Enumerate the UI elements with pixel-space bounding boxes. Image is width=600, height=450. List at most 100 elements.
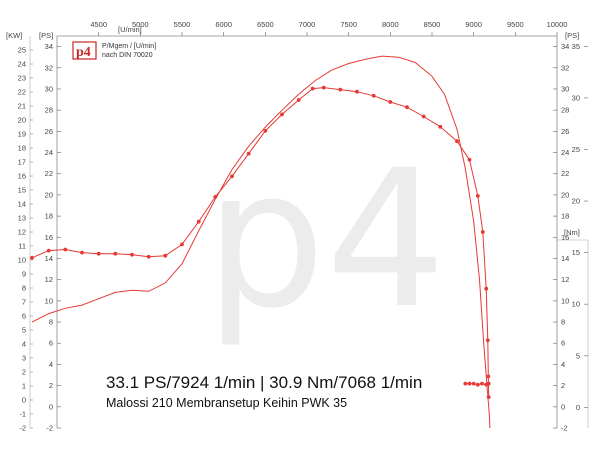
torque-data-point xyxy=(421,114,426,119)
x-tick-label: 9000 xyxy=(465,20,482,29)
torque-data-point xyxy=(486,395,491,399)
nm-tick-label: 0 xyxy=(576,403,580,412)
kw-tick-label: -1 xyxy=(19,410,26,419)
ps-left-tick-label: 30 xyxy=(45,84,53,93)
ps-left-tick-label: 2 xyxy=(49,381,53,390)
ps-right-tick-label: 16 xyxy=(561,233,569,242)
torque-data-point xyxy=(280,112,284,117)
x-tick-label: 7000 xyxy=(299,20,316,29)
logo-frame xyxy=(72,41,97,60)
nm-tick-label: 5 xyxy=(576,351,580,360)
header-note-line1: P/Mgem / [U/min] xyxy=(102,43,156,50)
torque-data-point xyxy=(196,219,201,224)
ps-right-tick-label: 18 xyxy=(561,212,569,221)
torque-data-point xyxy=(213,195,218,199)
ps-left-tick-label: 6 xyxy=(49,339,53,348)
ps-right-tick-label: 24 xyxy=(561,148,569,157)
kw-tick-label: 2 xyxy=(22,368,26,377)
ps-left-tick-label: 26 xyxy=(45,127,53,136)
ps-right-tick-label: 28 xyxy=(561,106,569,115)
torque-data-point xyxy=(246,151,251,156)
torque-data-point xyxy=(230,174,234,179)
ps-right-tick-label: 20 xyxy=(561,190,569,199)
kw-axis-ticks: -2-1012345678910111213141516171819202122… xyxy=(18,46,33,433)
header-note-line2: nach DIN 70020 xyxy=(102,52,153,59)
kw-tick-label: 12 xyxy=(18,228,26,237)
p4-logo: p4 xyxy=(72,41,97,60)
nm-tick-label: 25 xyxy=(572,145,580,154)
x-tick-label: 9500 xyxy=(507,20,524,29)
ps-left-tick-label: 10 xyxy=(45,296,53,305)
torque-data-point xyxy=(475,382,480,387)
ps-right-tick-label: 4 xyxy=(561,360,565,369)
kw-tick-label: 0 xyxy=(22,396,26,405)
ps-right-tick-label: -2 xyxy=(561,424,568,433)
ps-right-tick-label: 32 xyxy=(561,63,569,72)
torque-data-point xyxy=(355,89,359,94)
kw-tick-label: 19 xyxy=(18,130,26,139)
torque-data-point xyxy=(467,381,472,386)
ps-right-tick-label: 8 xyxy=(561,318,565,327)
ps-left-tick-label: 14 xyxy=(45,254,53,263)
ps-right-tick-label: 12 xyxy=(561,275,569,284)
nm-tick-label: 35 xyxy=(572,42,580,51)
kw-tick-label: 20 xyxy=(18,116,26,125)
x-axis-ticks: 4500 5000 5500 6000 6500 7000 7500 8000 8500 9000… xyxy=(90,20,567,36)
x-tick-label: 6500 xyxy=(257,20,274,29)
torque-data-point xyxy=(475,194,480,198)
torque-data-point xyxy=(163,253,168,258)
torque-data-point xyxy=(485,338,490,343)
kw-tick-label: 4 xyxy=(22,340,26,349)
torque-data-point xyxy=(63,247,68,252)
torque-data-point xyxy=(388,100,393,104)
kw-tick-label: -2 xyxy=(19,424,26,433)
x-axis-label: [U/min] xyxy=(118,25,142,34)
ps-left-tick-label: 24 xyxy=(45,148,53,157)
ps-left-tick-label: 4 xyxy=(49,360,53,369)
x-tick-label: 8000 xyxy=(382,20,399,29)
ps-right-tick-label: 2 xyxy=(561,381,565,390)
torque-data-point xyxy=(471,381,476,386)
ps-right-axis-label: [PS] xyxy=(565,31,579,40)
kw-tick-label: 11 xyxy=(18,242,26,251)
logo-text: p4 xyxy=(76,45,91,60)
kw-tick-label: 15 xyxy=(18,186,26,195)
torque-data-point xyxy=(486,381,491,386)
torque-data-point xyxy=(463,381,468,386)
ps-left-tick-label: 18 xyxy=(45,212,53,221)
torque-data-point xyxy=(30,255,34,260)
annotation-peak-values: 33.1 PS/7924 1/min | 30.9 Nm/7068 1/min xyxy=(106,373,422,392)
torque-data-point xyxy=(338,87,343,92)
torque-data-point xyxy=(146,254,151,259)
ps-right-tick-label: 10 xyxy=(561,296,569,305)
torque-data-point xyxy=(438,124,443,129)
ps-left-tick-label: -2 xyxy=(46,424,53,433)
ps-left-tick-label: 16 xyxy=(45,233,53,242)
ps-left-tick-label: 0 xyxy=(49,402,53,411)
kw-tick-label: 17 xyxy=(18,158,26,167)
kw-tick-label: 24 xyxy=(18,60,26,69)
torque-data-point xyxy=(96,251,101,256)
torque-data-point xyxy=(263,129,268,133)
torque-data-point xyxy=(480,230,485,234)
torque-data-point xyxy=(130,252,134,257)
ps-left-tick-label: 34 xyxy=(45,42,53,51)
ps-left-tick-label: 12 xyxy=(45,275,53,284)
ps-left-tick-label: 8 xyxy=(49,318,53,327)
kw-axis-label: [KW] xyxy=(6,31,22,40)
ps-left-tick-label: 32 xyxy=(45,63,53,72)
ps-right-tick-label: 6 xyxy=(561,339,565,348)
ps-left-tick-label: 28 xyxy=(45,106,53,115)
kw-tick-label: 9 xyxy=(22,270,26,279)
kw-tick-label: 18 xyxy=(18,144,26,153)
kw-tick-label: 1 xyxy=(22,382,26,391)
kw-tick-label: 10 xyxy=(18,256,26,265)
kw-tick-label: 14 xyxy=(18,200,26,209)
torque-data-point xyxy=(113,251,118,256)
x-tick-label: 5000 xyxy=(132,20,149,29)
kw-tick-label: 8 xyxy=(22,284,26,293)
ps-right-tick-label: 26 xyxy=(561,127,569,136)
